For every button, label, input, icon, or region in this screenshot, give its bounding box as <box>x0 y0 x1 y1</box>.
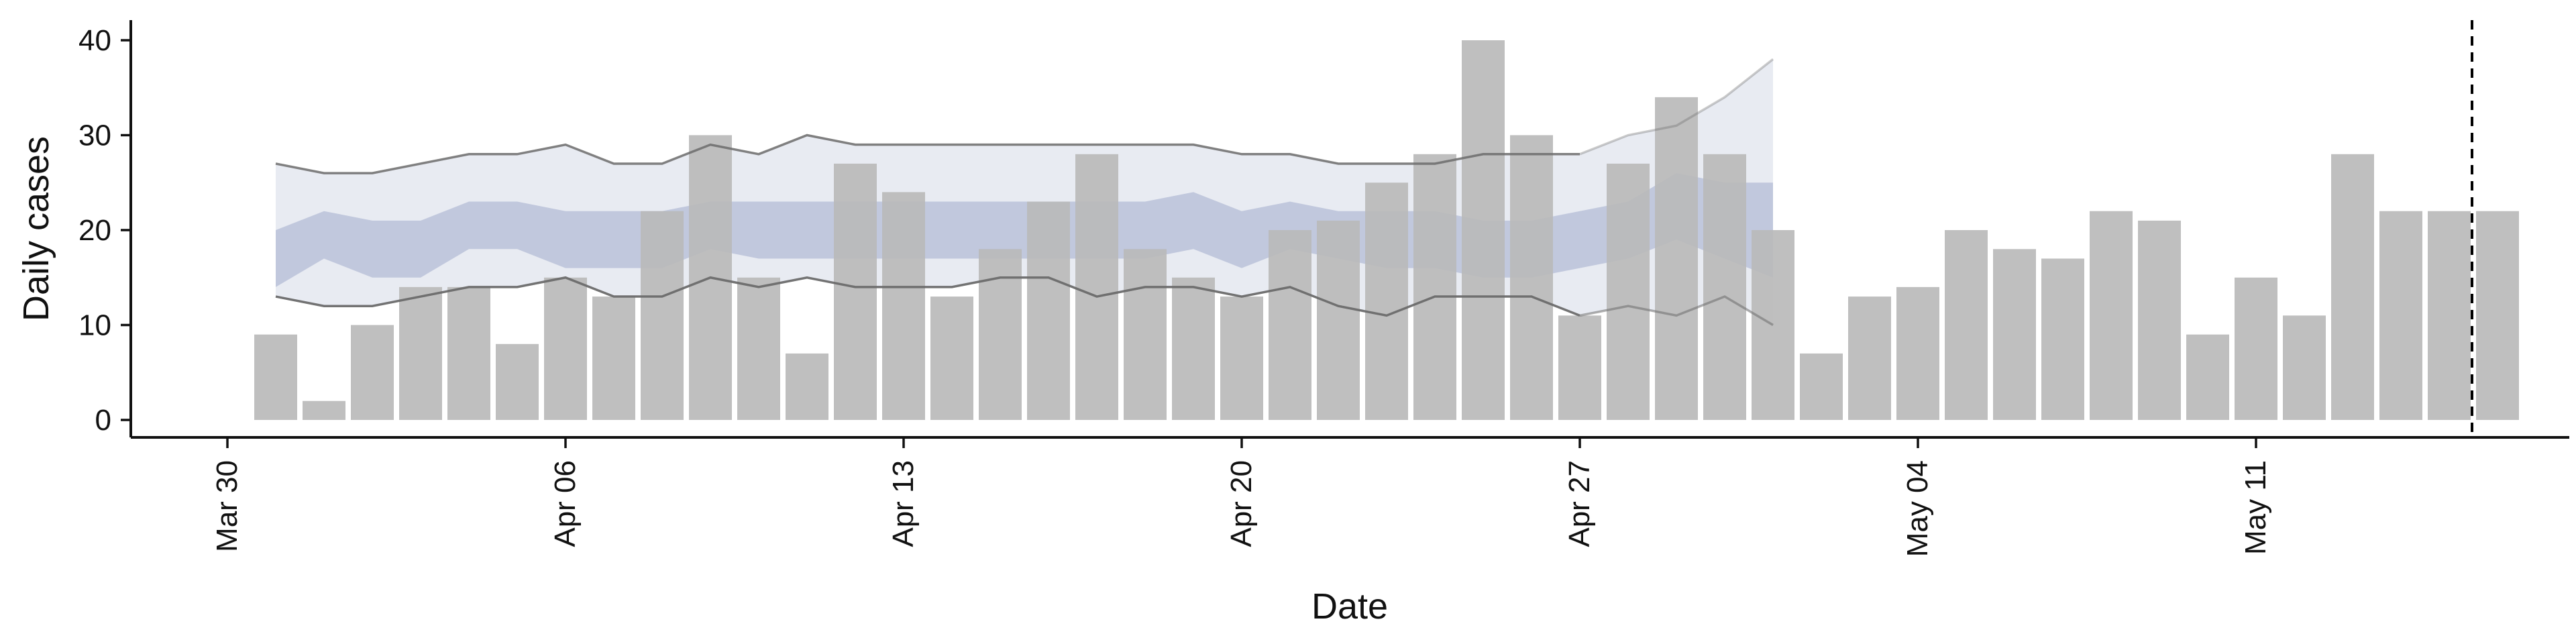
bar <box>737 277 780 420</box>
bar <box>351 325 394 420</box>
bar <box>2283 315 2326 420</box>
bar <box>1607 163 1650 420</box>
bar <box>1413 154 1456 421</box>
y-axis-ticks: 0 10 20 30 40 <box>78 24 131 437</box>
bar <box>1365 182 1408 420</box>
x-tick-label: May 04 <box>1901 460 1934 557</box>
y-axis-title: Daily cases <box>16 136 56 321</box>
bar <box>979 249 1022 420</box>
bar <box>1993 249 2036 420</box>
bar <box>254 334 297 420</box>
bar <box>834 163 877 420</box>
bar <box>1703 154 1746 421</box>
bar <box>1075 154 1118 421</box>
x-tick-label: Apr 06 <box>549 460 582 547</box>
bar <box>592 297 635 420</box>
forecast-interval-lines <box>275 58 1774 327</box>
bar <box>641 211 684 420</box>
x-tick-label: Apr 13 <box>887 460 920 547</box>
bar <box>2428 211 2471 420</box>
bar <box>2041 258 2084 420</box>
bar <box>544 277 587 420</box>
bar <box>1896 286 1939 420</box>
bar <box>1269 230 1311 420</box>
bar <box>1317 220 1360 420</box>
bar <box>786 353 828 420</box>
bar <box>1172 277 1215 420</box>
bar <box>1945 230 1988 420</box>
bar <box>1220 297 1263 420</box>
lower-forecast-line <box>1579 295 1774 327</box>
lower-interval-line <box>275 276 1580 317</box>
upper-interval-line <box>275 133 1580 174</box>
y-tick-label: 20 <box>78 214 111 247</box>
bar <box>303 400 345 420</box>
y-tick-label: 40 <box>78 24 111 57</box>
x-tick-label: Mar 30 <box>211 460 244 552</box>
bar <box>2235 277 2277 420</box>
bar <box>930 297 973 420</box>
x-tick-label: Apr 27 <box>1563 460 1596 547</box>
bar <box>1655 97 1698 420</box>
bar <box>1027 201 1070 420</box>
bar <box>1848 297 1891 420</box>
y-tick-label: 30 <box>78 119 111 152</box>
bar <box>1124 249 1167 420</box>
bar <box>2138 220 2181 420</box>
bar <box>2379 211 2422 420</box>
bar <box>2476 211 2519 420</box>
bar <box>882 192 925 420</box>
x-tick-label: Apr 20 <box>1225 460 1258 547</box>
bar <box>2090 211 2133 420</box>
x-axis-title: Date <box>1311 586 1388 627</box>
bar <box>1558 315 1601 420</box>
upper-forecast-line <box>1579 58 1774 156</box>
daily-case-bars <box>254 40 2519 421</box>
bar <box>447 286 490 420</box>
bar <box>399 286 442 420</box>
bar <box>496 343 539 420</box>
x-tick-label: May 11 <box>2239 460 2272 555</box>
bar <box>1800 353 1843 420</box>
bar <box>1510 135 1553 420</box>
y-tick-label: 0 <box>95 404 111 437</box>
y-tick-label: 10 <box>78 309 111 342</box>
x-axis-ticks: Mar 30 Apr 06 Apr 13 Apr 20 Apr 27 May 04 May … <box>211 437 2272 557</box>
bar <box>2186 334 2229 420</box>
bar <box>2331 154 2374 421</box>
bar <box>1462 40 1505 420</box>
